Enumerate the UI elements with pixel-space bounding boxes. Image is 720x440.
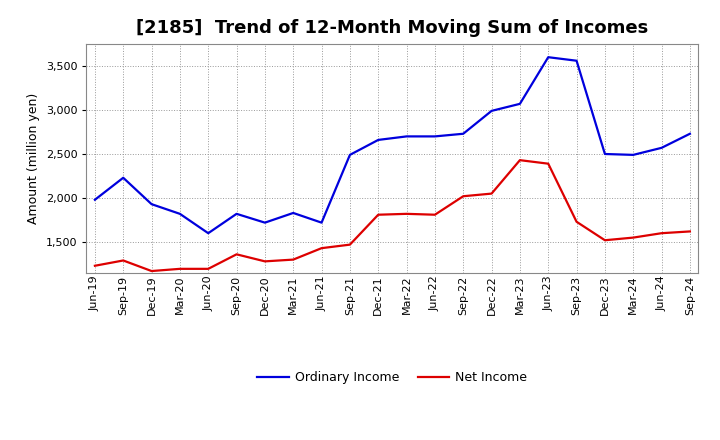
- Net Income: [91, 263, 99, 268]
- Net Income: [487, 191, 496, 196]
- Net Income: [318, 246, 326, 251]
- Net Income: [289, 257, 297, 262]
- Ordinary Income: [544, 55, 552, 60]
- Y-axis label: Amount (million yen): Amount (million yen): [27, 93, 40, 224]
- Ordinary Income: [289, 210, 297, 216]
- Ordinary Income: [119, 175, 127, 180]
- Ordinary Income: [685, 131, 694, 136]
- Net Income: [148, 268, 156, 274]
- Net Income: [233, 252, 241, 257]
- Ordinary Income: [318, 220, 326, 225]
- Net Income: [346, 242, 354, 247]
- Net Income: [119, 258, 127, 263]
- Net Income: [544, 161, 552, 166]
- Title: [2185]  Trend of 12-Month Moving Sum of Incomes: [2185] Trend of 12-Month Moving Sum of I…: [136, 19, 649, 37]
- Ordinary Income: [629, 152, 637, 158]
- Ordinary Income: [91, 197, 99, 202]
- Ordinary Income: [148, 202, 156, 207]
- Ordinary Income: [402, 134, 411, 139]
- Ordinary Income: [261, 220, 269, 225]
- Ordinary Income: [431, 134, 439, 139]
- Net Income: [176, 266, 184, 271]
- Ordinary Income: [657, 145, 666, 150]
- Ordinary Income: [516, 101, 524, 106]
- Net Income: [374, 212, 382, 217]
- Net Income: [516, 158, 524, 163]
- Ordinary Income: [459, 131, 467, 136]
- Net Income: [629, 235, 637, 240]
- Ordinary Income: [204, 231, 212, 236]
- Net Income: [402, 211, 411, 216]
- Ordinary Income: [572, 58, 581, 63]
- Net Income: [600, 238, 609, 243]
- Ordinary Income: [374, 137, 382, 143]
- Net Income: [572, 219, 581, 224]
- Net Income: [657, 231, 666, 236]
- Line: Ordinary Income: Ordinary Income: [95, 57, 690, 233]
- Ordinary Income: [346, 152, 354, 158]
- Net Income: [459, 194, 467, 199]
- Line: Net Income: Net Income: [95, 160, 690, 271]
- Legend: Ordinary Income, Net Income: Ordinary Income, Net Income: [252, 366, 533, 389]
- Ordinary Income: [233, 211, 241, 216]
- Net Income: [261, 259, 269, 264]
- Net Income: [204, 266, 212, 271]
- Ordinary Income: [600, 151, 609, 157]
- Net Income: [431, 212, 439, 217]
- Ordinary Income: [176, 211, 184, 216]
- Net Income: [685, 229, 694, 234]
- Ordinary Income: [487, 108, 496, 114]
